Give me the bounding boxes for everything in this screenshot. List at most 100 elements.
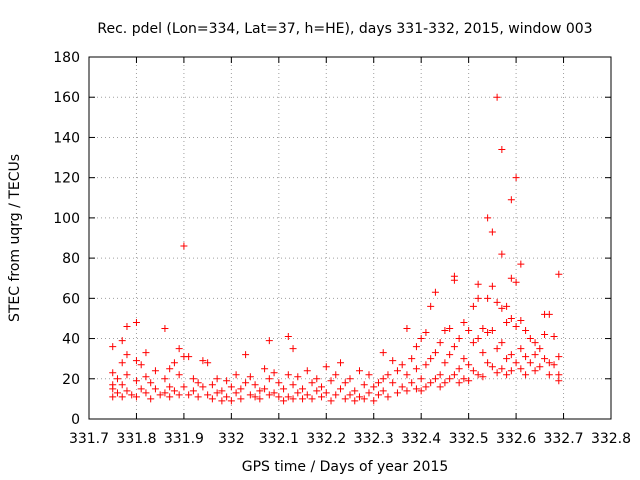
data-point — [431, 288, 439, 296]
data-point — [422, 329, 430, 337]
data-point — [408, 379, 416, 387]
y-tick-label: 100 — [53, 211, 80, 227]
data-point — [431, 375, 439, 383]
data-point — [213, 389, 221, 397]
y-tick-labels: 0 20 40 60 80 100 120 140 160 180 — [53, 50, 80, 428]
data-point — [308, 379, 316, 387]
data-point — [503, 318, 511, 326]
data-point — [465, 361, 473, 369]
data-point — [355, 367, 363, 375]
data-point — [118, 381, 126, 389]
data-point — [398, 383, 406, 391]
data-point — [142, 349, 150, 357]
data-point — [488, 327, 496, 335]
data-point — [142, 373, 150, 381]
data-point — [526, 335, 534, 343]
data-point — [294, 373, 302, 381]
data-point — [294, 389, 302, 397]
data-point — [132, 357, 140, 365]
data-point — [318, 383, 326, 391]
data-point — [370, 383, 378, 391]
x-tick-label: 332.8 — [591, 431, 631, 447]
data-point — [484, 329, 492, 337]
data-point — [469, 339, 477, 347]
data-point — [132, 318, 140, 326]
data-point — [436, 383, 444, 391]
data-point — [337, 359, 345, 367]
data-point — [522, 353, 530, 361]
data-point — [223, 377, 231, 385]
chart-title: Rec. pdel (Lon=334, Lat=37, h=HE), days … — [97, 21, 592, 37]
data-point — [422, 383, 430, 391]
data-point — [379, 387, 387, 395]
data-point — [123, 322, 131, 330]
data-point — [441, 379, 449, 387]
data-point — [479, 373, 487, 381]
data-point — [493, 93, 501, 101]
data-point — [507, 196, 515, 204]
data-point — [355, 393, 363, 401]
data-point — [270, 369, 278, 377]
data-point — [232, 389, 240, 397]
data-point — [531, 367, 539, 375]
y-tick-label: 0 — [71, 412, 80, 428]
data-point — [223, 393, 231, 401]
data-point — [545, 371, 553, 379]
data-point — [170, 387, 178, 395]
data-point — [555, 270, 563, 278]
data-point — [161, 389, 169, 397]
data-point — [175, 345, 183, 353]
data-point — [412, 343, 420, 351]
data-point — [450, 276, 458, 284]
data-point — [436, 339, 444, 347]
data-point — [246, 391, 254, 399]
data-point — [365, 389, 373, 397]
data-point — [474, 335, 482, 343]
data-point — [498, 304, 506, 312]
data-point — [484, 214, 492, 222]
data-point — [208, 395, 216, 403]
data-point — [161, 375, 169, 383]
data-point — [161, 325, 169, 332]
data-point — [137, 385, 145, 393]
data-point — [474, 294, 482, 302]
data-point — [303, 391, 311, 399]
data-point — [455, 379, 463, 387]
data-point — [327, 397, 335, 405]
y-tick-label: 120 — [53, 171, 80, 187]
data-point — [531, 351, 539, 359]
data-point — [479, 349, 487, 357]
data-point — [446, 375, 454, 383]
grid-lines — [89, 57, 611, 419]
x-tick-label: 332.4 — [401, 431, 441, 447]
data-point — [545, 359, 553, 367]
data-point — [265, 337, 273, 345]
data-point — [526, 359, 534, 367]
data-point — [289, 395, 297, 403]
data-point — [488, 228, 496, 236]
data-point — [493, 345, 501, 353]
data-point — [242, 379, 250, 387]
data-point — [118, 337, 126, 345]
data-point — [474, 280, 482, 288]
data-point — [109, 393, 117, 401]
data-point — [189, 375, 197, 383]
data-point — [118, 393, 126, 401]
data-point — [132, 377, 140, 385]
data-point — [137, 361, 145, 369]
data-point — [284, 371, 292, 379]
data-point — [251, 393, 259, 401]
data-point — [507, 314, 515, 322]
data-point — [379, 349, 387, 357]
data-point — [227, 397, 235, 405]
x-tick-label: 332.2 — [306, 431, 346, 447]
data-point — [175, 391, 183, 399]
data-point — [218, 387, 226, 395]
data-point — [503, 355, 511, 363]
data-point — [498, 250, 506, 258]
data-point — [166, 383, 174, 391]
data-point — [351, 397, 359, 405]
x-tick-label: 332.7 — [543, 431, 583, 447]
data-point — [341, 395, 349, 403]
y-tick-label: 140 — [53, 130, 80, 146]
